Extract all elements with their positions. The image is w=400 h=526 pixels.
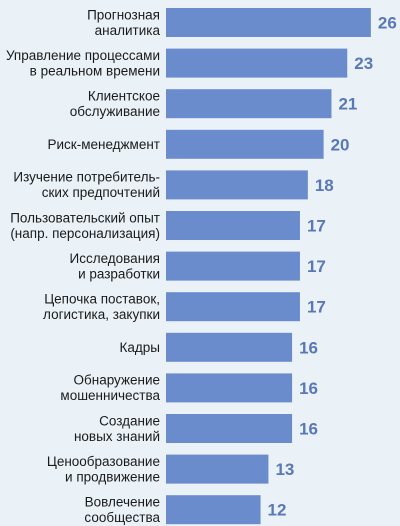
bar	[166, 251, 300, 281]
value-label: 20	[331, 135, 350, 154]
value-label: 16	[299, 379, 318, 398]
bar	[166, 454, 269, 484]
category-label: Вовлечение сообщества	[84, 494, 160, 525]
bar	[166, 332, 293, 362]
value-label: 16	[299, 338, 318, 357]
value-label: 18	[315, 176, 334, 195]
category-label: Изучение потребитель-ских предпочтений	[13, 170, 160, 201]
category-label: Риск-менеджмент	[48, 137, 161, 152]
category-label: Цепочка поставок, логистика, закупки	[43, 291, 160, 322]
bar	[166, 8, 371, 37]
category-label: Исследования и разработки	[69, 251, 160, 282]
value-label: 12	[268, 501, 287, 520]
category-label: Создание новых знаний	[74, 413, 160, 444]
bar	[166, 495, 261, 525]
bar	[166, 89, 332, 119]
category-label: Управление процессами в реальном времени	[6, 48, 160, 79]
category-label: Прогнозная аналитика	[87, 7, 160, 38]
value-label: 13	[275, 460, 294, 479]
value-label: 17	[307, 298, 326, 317]
value-label: 17	[307, 217, 326, 236]
category-label: Ценообразование и продвижение	[47, 454, 160, 485]
value-label: 23	[354, 54, 373, 73]
value-label: 16	[299, 420, 318, 439]
bar	[166, 170, 308, 200]
category-label: Пользовательский опыт (напр. персонализац…	[10, 210, 160, 241]
category-label: Кадры	[120, 340, 160, 355]
value-label: 26	[378, 14, 397, 33]
bar	[166, 211, 300, 240]
value-label: 17	[307, 257, 326, 276]
bar	[166, 414, 293, 443]
bar	[166, 292, 300, 322]
bar	[166, 48, 348, 78]
category-label: Обнаружение мошенничества	[60, 373, 160, 404]
bar	[166, 129, 324, 159]
value-label: 21	[338, 95, 357, 114]
category-label: Клиентское обслуживание	[70, 88, 160, 119]
bar	[166, 373, 293, 403]
